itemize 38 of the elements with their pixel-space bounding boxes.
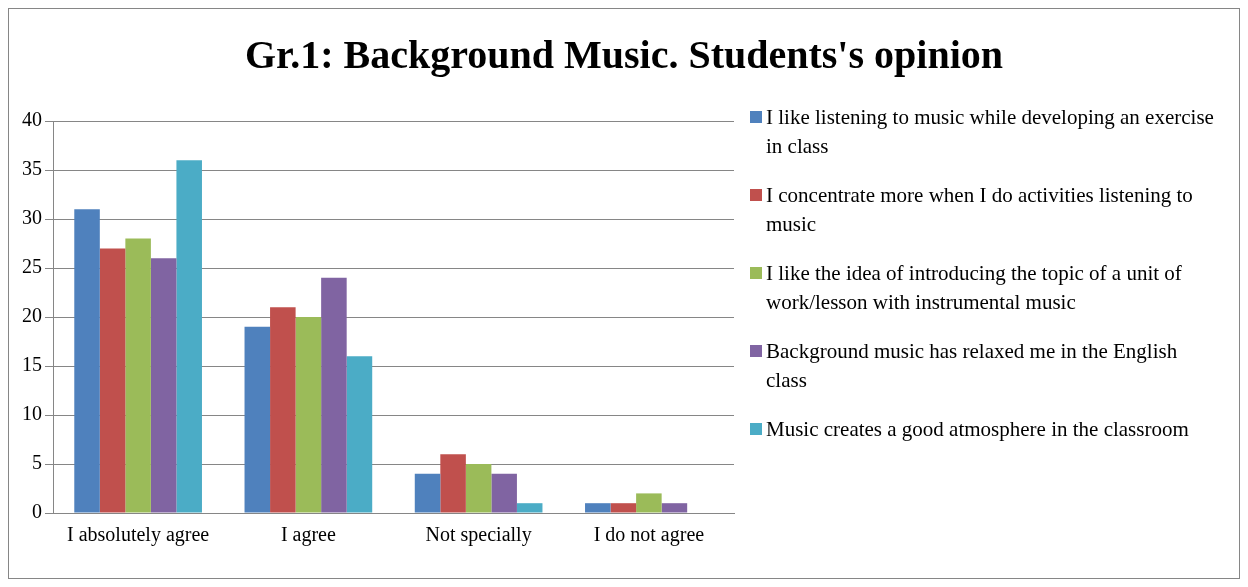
bar — [491, 473, 517, 513]
x-tick-label: I do not agree — [593, 523, 705, 547]
y-tick-label: 5 — [32, 451, 42, 474]
bar — [321, 277, 347, 513]
y-tick-label: 10 — [22, 402, 42, 425]
bar — [585, 503, 611, 513]
bar — [346, 356, 373, 513]
legend-label: Music creates a good atmosphere in the classroom — [766, 416, 1190, 443]
bar — [176, 160, 202, 513]
bar — [295, 317, 322, 513]
bar — [150, 258, 177, 513]
y-tick-label: 40 — [22, 108, 42, 131]
bar — [610, 503, 637, 513]
x-tick-label: I agree — [280, 523, 336, 547]
bar — [516, 503, 543, 513]
x-tick-label: I absolutely agree — [67, 523, 210, 547]
bar — [465, 464, 492, 513]
bar — [661, 503, 688, 513]
legend-label: I concentrate more when I do activities listening to music — [766, 182, 1194, 238]
chart-title: Gr.1: Background Music. Students's opinion — [244, 31, 1004, 79]
x-tick-label: Not specially — [425, 523, 532, 547]
bar — [74, 209, 100, 513]
y-tick-label: 0 — [32, 500, 42, 523]
bar — [270, 307, 296, 513]
bar — [125, 238, 151, 513]
legend-label: I like listening to music while developing an exercise in class — [766, 104, 1215, 160]
legend-label: I like the idea of introducing the topic of a unit of work/lesson with instrumental music — [766, 260, 1183, 316]
y-tick-label: 15 — [22, 353, 42, 376]
y-tick-label: 30 — [22, 206, 42, 229]
y-tick-label: 35 — [22, 157, 42, 180]
bar — [636, 493, 662, 513]
bar — [414, 473, 441, 513]
legend-label: Background music has relaxed me in the English class — [766, 338, 1179, 394]
y-tick-label: 20 — [22, 304, 42, 327]
bar — [440, 454, 466, 513]
y-tick-label: 25 — [22, 255, 42, 278]
bar — [99, 248, 126, 513]
bar — [244, 326, 271, 513]
